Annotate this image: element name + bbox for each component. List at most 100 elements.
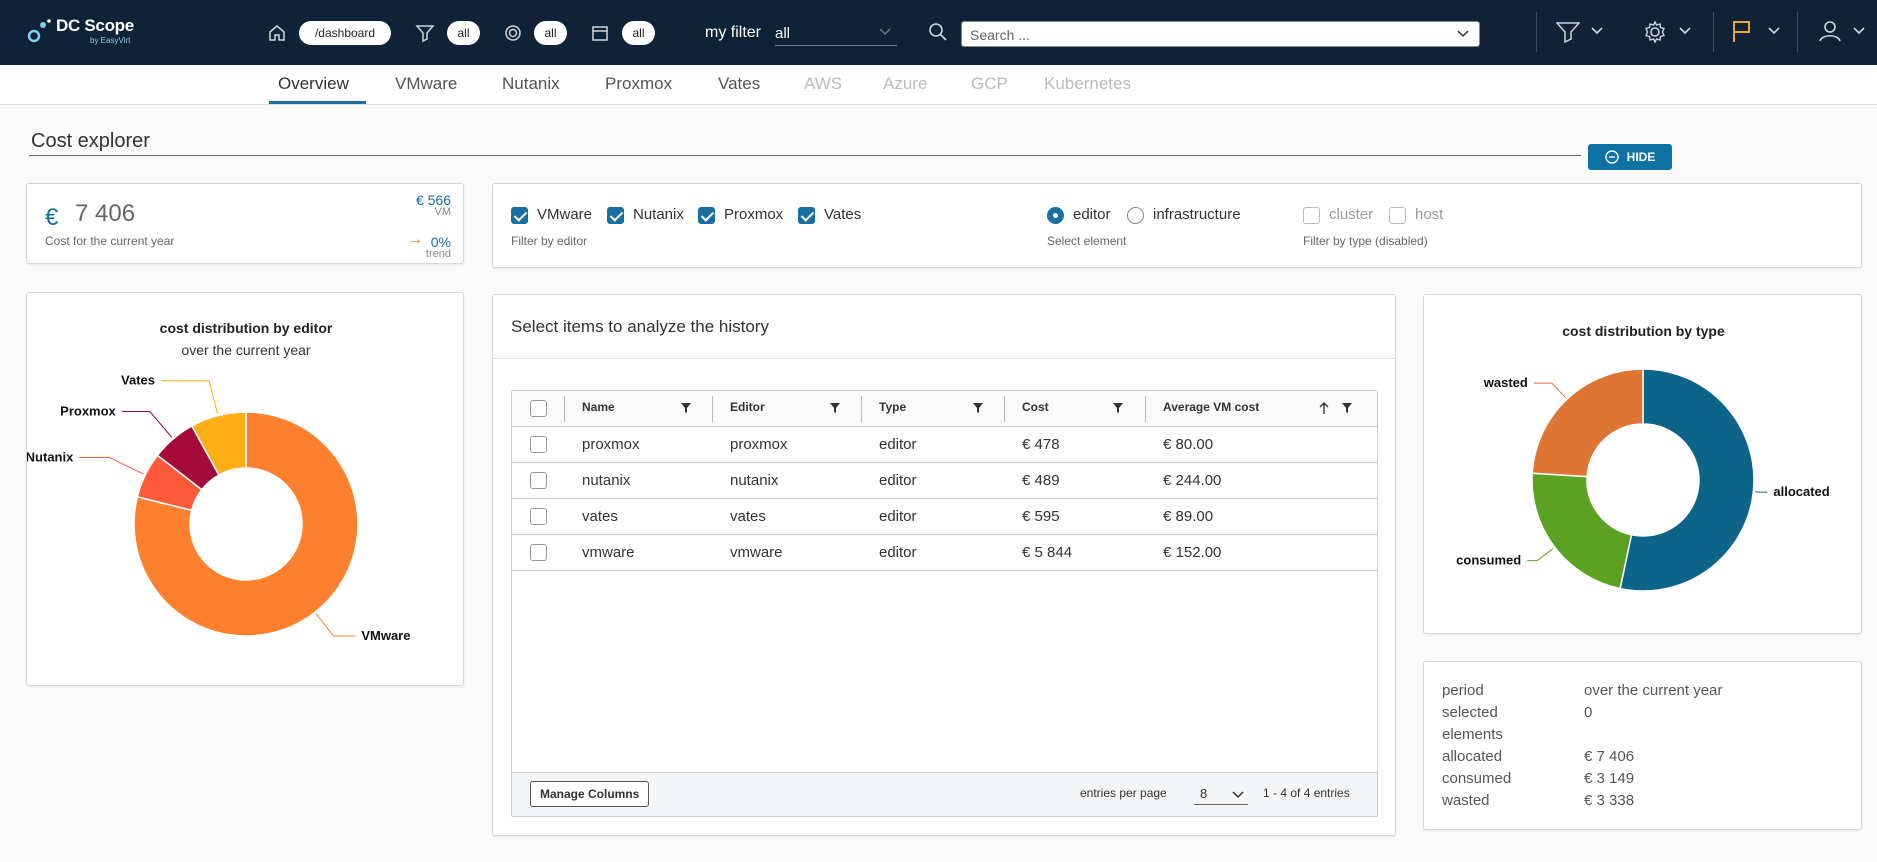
summary-value-allocated: € 7 406 <box>1584 748 1635 765</box>
tab-proxmox[interactable]: Proxmox <box>605 74 673 93</box>
column-separator <box>1004 396 1005 422</box>
select-all-checkbox[interactable] <box>530 400 547 417</box>
slice-vates[interactable] <box>190 411 247 477</box>
cell-editor: vmware <box>730 544 783 561</box>
hide-button[interactable]: HIDE <box>1588 144 1672 170</box>
filter-menu-icon[interactable] <box>1556 21 1580 43</box>
tab-kubernetes: Kubernetes <box>1044 74 1131 93</box>
filter-card: VMware Nutanix Proxmox Vates Filter by e… <box>492 183 1862 268</box>
table-row[interactable]: proxmox proxmox editor € 478 € 80.00 <box>512 427 1377 463</box>
checkbox-vates[interactable] <box>798 207 815 224</box>
editor-chart-card: cost distribution by editor over the cur… <box>26 292 464 686</box>
my-filter-value: all <box>775 25 791 42</box>
editor-chart-subtitle: over the current year <box>181 342 311 358</box>
checkbox-vmware[interactable] <box>511 207 528 224</box>
chevron-down-icon[interactable] <box>1768 27 1780 35</box>
calendar-pill[interactable]: all <box>622 21 655 45</box>
summary-label-consumed: consumed <box>1442 770 1512 787</box>
pagination-range: 1 - 4 of 4 entries <box>1263 786 1350 800</box>
calendar-icon[interactable] <box>590 23 610 43</box>
summary-value-selected: 0 <box>1584 704 1593 721</box>
slice-vmware[interactable] <box>133 411 359 637</box>
element-select-caption: Select element <box>1047 234 1127 248</box>
kpi-trend-label: trend <box>425 248 451 260</box>
radio-infrastructure-label: infrastructure <box>1153 206 1241 223</box>
slice-label-consumed: consumed <box>1456 553 1521 568</box>
column-header-avg-vm-cost[interactable]: Average VM cost <box>1163 400 1260 414</box>
column-separator <box>1145 396 1146 422</box>
checkbox-proxmox[interactable] <box>698 207 715 224</box>
row-checkbox[interactable] <box>530 544 547 561</box>
column-filter-icon[interactable] <box>680 402 692 414</box>
hide-button-label: HIDE <box>1626 150 1656 164</box>
cell-type: editor <box>879 436 917 453</box>
tab-nutanix[interactable]: Nutanix <box>502 74 560 93</box>
kpi-vm-value: € 566 <box>415 192 451 208</box>
app-logo[interactable]: DC Scope by EasyVirt <box>26 14 166 50</box>
top-bar: DC Scope by EasyVirt /dashboard all all … <box>0 0 1877 65</box>
column-filter-icon[interactable] <box>972 402 984 414</box>
chevron-down-icon[interactable] <box>1591 27 1603 35</box>
path-pill[interactable]: /dashboard <box>299 21 391 45</box>
column-header-name[interactable]: Name <box>582 400 615 414</box>
row-checkbox[interactable] <box>530 436 547 453</box>
row-checkbox[interactable] <box>530 472 547 489</box>
cell-editor: nutanix <box>730 472 779 489</box>
manage-columns-button[interactable]: Manage Columns <box>530 781 650 807</box>
column-filter-icon[interactable] <box>829 402 841 414</box>
search-input[interactable]: Search ... <box>961 21 1480 47</box>
search-icon[interactable] <box>928 22 948 42</box>
cell-name: nutanix <box>582 472 631 489</box>
cell-cost: € 478 <box>1022 436 1060 453</box>
history-divider <box>493 358 1395 359</box>
column-filter-icon[interactable] <box>1341 402 1353 414</box>
entries-per-page-value: 8 <box>1200 786 1208 801</box>
checkbox-host <box>1389 207 1406 224</box>
grid-header: Name Editor Type Cost Average VM cost <box>512 391 1377 427</box>
tab-overview[interactable]: Overview <box>278 74 349 93</box>
radio-editor[interactable] <box>1047 207 1064 224</box>
summary-value-period: over the current year <box>1584 682 1723 699</box>
gear-icon[interactable] <box>1643 20 1667 44</box>
active-tab-indicator <box>269 101 366 104</box>
target-icon[interactable] <box>503 23 523 43</box>
target-pill[interactable]: all <box>534 21 567 45</box>
column-filter-icon[interactable] <box>1112 402 1124 414</box>
sort-ascending-icon[interactable] <box>1318 401 1330 415</box>
summary-value-consumed: € 3 149 <box>1584 770 1635 787</box>
user-icon[interactable] <box>1818 19 1842 43</box>
tab-vates[interactable]: Vates <box>718 74 761 93</box>
filter-pill[interactable]: all <box>447 21 480 45</box>
kpi-total-value: 7 406 <box>75 200 136 227</box>
chevron-down-icon[interactable] <box>1679 27 1691 35</box>
slice-allocated[interactable] <box>1619 368 1755 592</box>
chevron-down-icon[interactable] <box>1853 27 1865 35</box>
slice-label-vates: Vates <box>121 373 155 388</box>
kpi-vm-label: VM <box>434 206 452 218</box>
filter-icon[interactable] <box>415 23 435 43</box>
column-header-type[interactable]: Type <box>879 400 907 414</box>
checkbox-nutanix[interactable] <box>607 207 624 224</box>
editor-filter-caption: Filter by editor <box>511 234 588 248</box>
column-header-cost[interactable]: Cost <box>1022 400 1049 414</box>
entries-per-page-select[interactable]: 8 <box>1194 783 1248 805</box>
slice-wasted[interactable] <box>1531 368 1644 478</box>
cell-avg-vm-cost: € 80.00 <box>1163 436 1214 453</box>
tab-vmware[interactable]: VMware <box>395 74 458 93</box>
table-row[interactable]: vates vates editor € 595 € 89.00 <box>512 499 1377 535</box>
cell-editor: proxmox <box>730 436 788 453</box>
radio-editor-label: editor <box>1073 206 1111 223</box>
table-row[interactable]: nutanix nutanix editor € 489 € 244.00 <box>512 463 1377 499</box>
row-checkbox[interactable] <box>530 508 547 525</box>
slice-consumed[interactable] <box>1531 472 1633 590</box>
logo-subtext: by EasyVirt <box>90 36 131 45</box>
radio-infrastructure[interactable] <box>1127 207 1144 224</box>
column-header-editor[interactable]: Editor <box>730 400 765 414</box>
title-divider <box>29 155 1581 156</box>
table-row[interactable]: vmware vmware editor € 5 844 € 152.00 <box>512 535 1377 571</box>
column-separator <box>564 396 565 422</box>
flag-icon[interactable] <box>1731 19 1753 43</box>
slice-label-allocated: allocated <box>1773 484 1829 499</box>
home-icon[interactable] <box>267 23 287 43</box>
my-filter-select[interactable]: all <box>775 22 897 46</box>
